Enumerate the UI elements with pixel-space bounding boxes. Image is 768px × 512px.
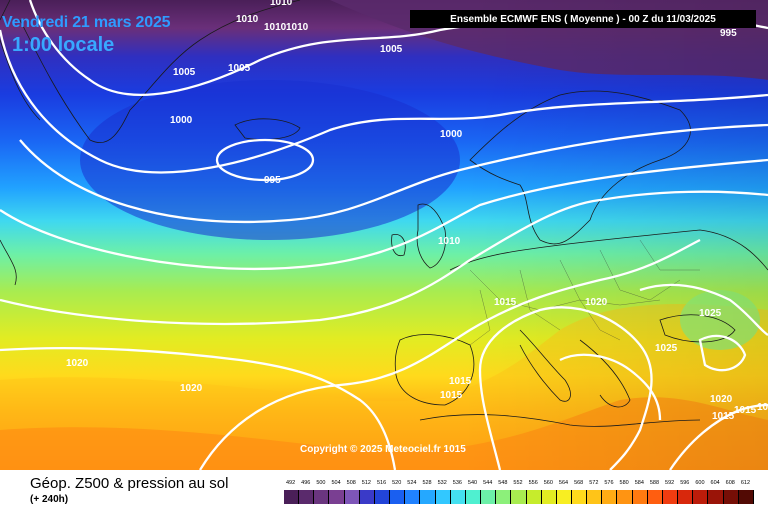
legend-swatch (405, 490, 421, 504)
legend-swatch (374, 490, 391, 504)
isobar-label: 1005 (228, 63, 251, 74)
legend-swatch (496, 490, 512, 504)
legend-value: 572 (589, 480, 599, 486)
isobar-label: 1015 (494, 297, 517, 308)
isobar-label: 1020 (66, 358, 89, 369)
coastlines (0, 0, 768, 427)
legend-value: 544 (483, 480, 493, 486)
color-scale-legend (284, 490, 754, 504)
isobar-label: 1000 (440, 129, 463, 140)
legend-value: 580 (619, 480, 629, 486)
legend-swatch (299, 490, 315, 504)
legend-swatch (541, 490, 557, 504)
isobar-label: 1010 (438, 236, 461, 247)
legend-value: 540 (467, 480, 478, 486)
legend-value: 592 (665, 480, 675, 486)
copyright-text: Copyright © 2025 Meteociel.fr 1015 (300, 444, 466, 455)
legend-swatch (435, 490, 451, 504)
valid-time: 1:00 locale (12, 34, 115, 56)
legend-swatch (284, 490, 300, 504)
isobar-label: 1025 (655, 343, 678, 354)
legend-swatch (526, 490, 542, 504)
legend-value: 516 (376, 480, 387, 486)
legend-swatch (708, 490, 724, 504)
legend-value: 604 (710, 480, 720, 486)
legend-swatch (314, 490, 330, 504)
legend-swatch (571, 490, 588, 504)
legend-swatch (390, 490, 406, 504)
legend-value: 536 (452, 480, 462, 486)
isobar-label: 1015 (734, 405, 757, 416)
legend-value: 512 (361, 480, 371, 486)
legend-labels: 492 496 500 504 508 512 516 520 524 528 532 536 540 5… (284, 480, 754, 490)
legend-value: 576 (604, 480, 614, 486)
legend-value: 612 (740, 480, 751, 486)
legend-value: 588 (649, 480, 660, 486)
legend-swatch (662, 490, 679, 504)
legend-value: 584 (634, 480, 644, 486)
weather-map: 1010 1010 1010 1010 1005 1005 1005 1000 … (0, 0, 768, 470)
legend-swatch (329, 490, 345, 504)
isobar-label: 1010 (264, 22, 287, 33)
legend-swatch (693, 490, 709, 504)
legend-value: 552 (513, 480, 523, 486)
legend-swatch (511, 490, 527, 504)
legend-value: 520 (392, 480, 402, 486)
legend-value: 608 (725, 480, 735, 486)
legend-value: 548 (498, 480, 508, 486)
legend-value: 492 (286, 480, 296, 486)
isobar-label: 1010 (286, 22, 309, 33)
isobar-label: 1015 (449, 376, 472, 387)
legend-swatch (359, 490, 375, 504)
legend-value: 532 (437, 480, 447, 486)
legend-value: 524 (407, 480, 417, 486)
legend-value: 596 (680, 480, 690, 486)
legend-swatch (632, 490, 648, 504)
legend-swatch (556, 490, 572, 504)
legend-value: 560 (543, 480, 553, 486)
legend-value: 500 (316, 480, 326, 486)
legend-swatch (602, 490, 618, 504)
isobar-label: 1015 (757, 402, 768, 413)
isobar-label: 1020 (585, 297, 608, 308)
legend-swatch (465, 490, 482, 504)
isobar-label: 1015 (712, 411, 735, 422)
isobar-label: 1010 (236, 14, 259, 25)
legend-swatch (647, 490, 663, 504)
legend-value: 564 (558, 480, 569, 486)
map-title: Géop. Z500 & pression au sol (30, 475, 229, 492)
isobar-label: 995 (720, 28, 737, 39)
legend-value: 600 (695, 480, 705, 486)
legend-value: 508 (346, 480, 356, 486)
legend-value: 528 (422, 480, 432, 486)
run-info-banner: Ensemble ECMWF ENS ( Moyenne ) - 00 Z du… (410, 10, 756, 28)
isobar-label: 1010 (270, 0, 293, 8)
legend-swatch (420, 490, 436, 504)
legend-swatch (344, 490, 360, 504)
legend-swatch (617, 490, 633, 504)
valid-date: Vendredi 21 mars 2025 (2, 14, 171, 31)
legend-swatch (450, 490, 466, 504)
isobar-label: 1020 (180, 383, 203, 394)
forecast-offset: (+ 240h) (30, 494, 69, 505)
isobar-label: 1025 (699, 308, 722, 319)
legend-value: 504 (331, 480, 341, 486)
legend-swatch (678, 490, 694, 504)
isobar-labels: 1010 1010 1010 1010 1005 1005 1005 1000 … (66, 0, 768, 422)
isobar-label: 1005 (380, 44, 403, 55)
legend-value: 556 (528, 480, 538, 486)
isobar-label: 1020 (710, 394, 733, 405)
legend-swatch (738, 490, 754, 504)
legend-swatch (481, 490, 497, 504)
isobars (0, 0, 768, 470)
legend-swatch (587, 490, 603, 504)
isobar-label: 1005 (173, 67, 196, 78)
legend-value: 496 (301, 480, 311, 486)
country-borders (469, 239, 700, 346)
isobar-label: 995 (264, 175, 281, 186)
isobar-label: 1000 (170, 115, 193, 126)
legend-swatch (723, 490, 739, 504)
legend-value: 568 (574, 480, 584, 486)
isobar-label: 1015 (440, 390, 463, 401)
